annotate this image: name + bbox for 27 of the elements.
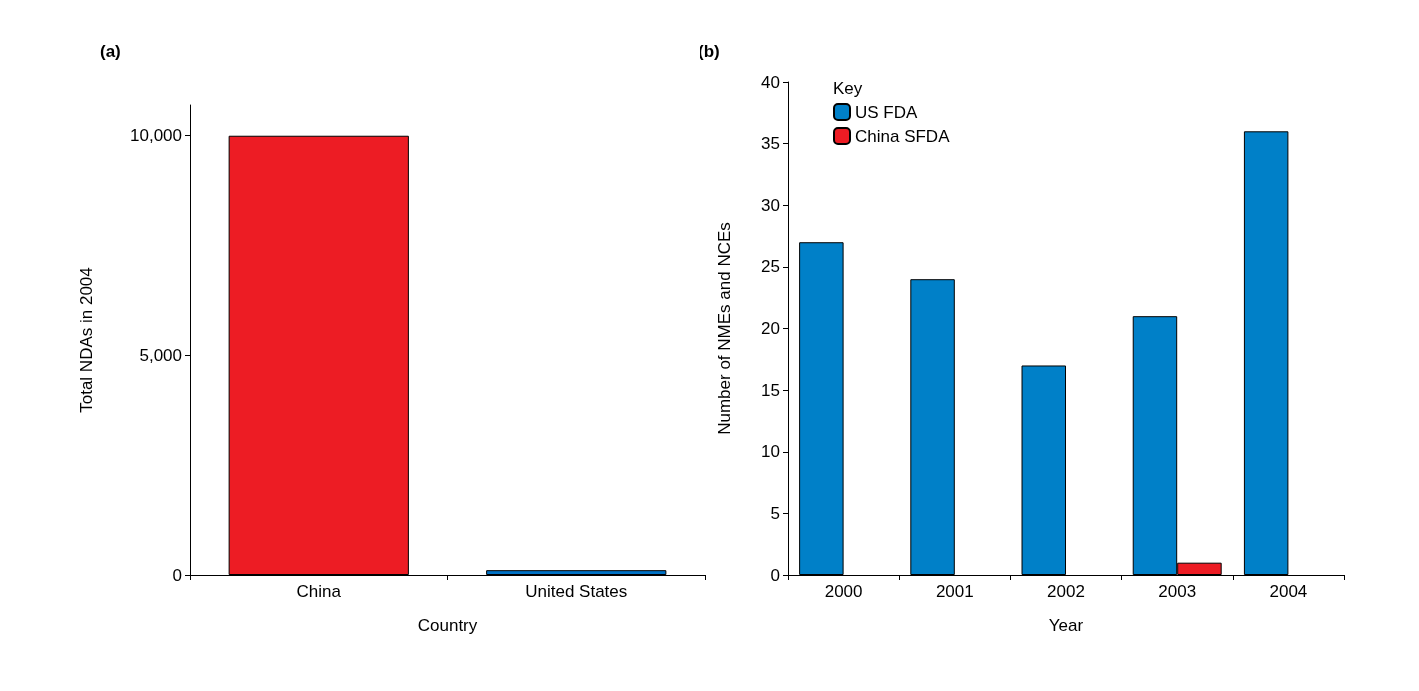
x-tick-label: 2003 (1158, 582, 1197, 601)
y-tick-label: 5,000 (139, 345, 182, 365)
x-axis-title: Year (1048, 616, 1084, 635)
y-tick-label: 0 (770, 565, 780, 585)
y-tick-label: 5 (770, 503, 780, 523)
y-tick-label: 20 (761, 319, 780, 338)
x-tick-label: 2001 (935, 582, 974, 601)
x-tick-label: 2000 (824, 582, 863, 601)
y-axis-title: Total NDAs in 2004 (77, 267, 96, 413)
x-axis-title: Country (417, 616, 478, 635)
x-tick-label: 2004 (1269, 582, 1308, 601)
y-axis-title: Number of NMEs and NCEs (715, 222, 734, 435)
y-tick-label: 25 (761, 257, 780, 277)
chart-title: (a) (100, 42, 121, 61)
y-tick-label: 10,000 (130, 126, 182, 146)
y-tick-label: 35 (761, 134, 780, 154)
x-tick-label: China (296, 582, 342, 601)
y-tick-label: 0 (172, 565, 182, 585)
y-tick-label: 10 (761, 442, 780, 462)
legend-label: US FDA (855, 102, 918, 122)
x-tick-label: United States (525, 582, 628, 601)
y-tick-label: 40 (761, 72, 780, 92)
y-tick-label: 15 (761, 380, 780, 400)
y-tick-label: 30 (761, 195, 780, 215)
legend-label: China SFDA (855, 126, 951, 146)
x-tick-label: 2002 (1047, 582, 1085, 601)
legend-title: Key (833, 79, 863, 98)
